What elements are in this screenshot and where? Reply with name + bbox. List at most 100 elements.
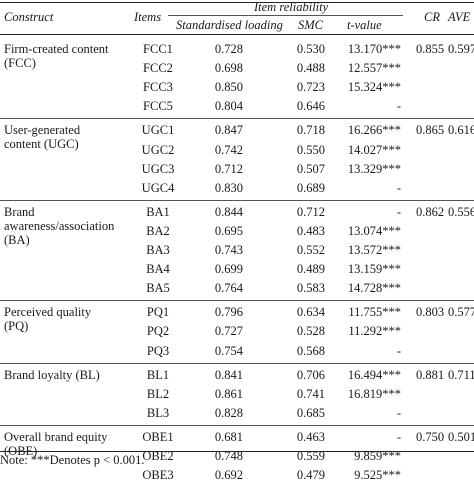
cr-value: 0.803 [415, 305, 445, 320]
t-value: - [396, 180, 401, 195]
header-cr: CR [424, 10, 440, 24]
t-value: 13.572*** [347, 243, 401, 257]
smc-value: 0.706 [296, 367, 325, 382]
item-code: BL2 [146, 386, 170, 401]
smc-value: 0.634 [296, 305, 325, 320]
t-value: 13.159*** [347, 262, 401, 277]
standardised-loading-value: 0.692 [214, 468, 243, 482]
standardised-loading-value: 0.742 [214, 142, 243, 157]
item-code: OBE2 [142, 449, 174, 463]
top-rule [0, 2, 474, 3]
ave-value: 0.577 [448, 305, 474, 320]
ave-value: 0.597 [448, 42, 474, 56]
t-value: 9.525*** [354, 468, 401, 482]
smc-value: 0.463 [296, 429, 325, 444]
t-value: 15.324*** [347, 80, 401, 95]
standardised-loading-value: 0.699 [214, 262, 243, 277]
smc-value: 0.530 [296, 42, 325, 56]
smc-value: 0.685 [296, 405, 325, 420]
smc-value: 0.550 [296, 142, 325, 157]
header-standardised-loading: Standardised loading [176, 18, 283, 32]
smc-value: 0.583 [296, 281, 325, 296]
t-value: 14.027*** [347, 142, 401, 157]
item-code: BA5 [146, 281, 170, 296]
t-value: 12.557*** [347, 61, 401, 76]
smc-value: 0.489 [296, 262, 325, 277]
construct-label: (FCC) [4, 56, 36, 70]
standardised-loading-value: 0.754 [214, 343, 243, 358]
standardised-loading-value: 0.828 [214, 405, 243, 420]
standardised-loading-value: 0.830 [214, 180, 243, 195]
smc-value: 0.528 [296, 324, 325, 339]
standardised-loading-value: 0.743 [214, 243, 243, 257]
item-code: BA3 [146, 243, 170, 257]
standardised-loading-value: 0.841 [214, 367, 243, 382]
t-value: 11.292*** [348, 324, 401, 339]
item-reliability-underline [168, 15, 403, 16]
construct-label: (OBE) [4, 443, 38, 458]
construct-label: (BA) [4, 232, 30, 247]
standardised-loading-value: 0.727 [214, 324, 243, 339]
ave-value: 0.556 [448, 204, 474, 219]
standardised-loading-value: 0.850 [214, 80, 243, 95]
item-code: FCC5 [143, 99, 173, 114]
bottom-rule [0, 451, 474, 452]
construct-label: User-generated [4, 123, 81, 138]
ave-value: 0.616 [448, 123, 474, 138]
smc-value: 0.552 [296, 243, 325, 257]
ave-value: 0.501 [448, 429, 474, 444]
smc-value: 0.479 [296, 468, 325, 482]
item-code: UGC4 [141, 180, 175, 195]
item-code: FCC2 [143, 61, 173, 76]
header-construct: Construct [4, 10, 54, 24]
t-value: - [396, 343, 401, 358]
t-value: 11.755*** [348, 305, 401, 320]
item-code: PQ1 [146, 305, 170, 320]
construct-label: awareness/association [4, 218, 115, 233]
item-code: BA1 [146, 204, 170, 219]
smc-value: 0.741 [296, 386, 325, 401]
t-value: 14.728*** [347, 281, 401, 296]
construct-label: Firm-created content [4, 42, 109, 56]
item-code: UGC3 [141, 161, 175, 176]
standardised-loading-value: 0.695 [214, 223, 243, 238]
item-code: BA4 [146, 262, 170, 277]
standardised-loading-value: 0.748 [214, 449, 243, 463]
construct-label: Perceived quality [4, 305, 92, 320]
header-bottom-rule [0, 34, 474, 35]
t-value: 9.859*** [354, 449, 401, 463]
item-code: UGC2 [141, 142, 175, 157]
group-divider [0, 199, 474, 201]
smc-value: 0.568 [296, 343, 325, 358]
standardised-loading-value: 0.796 [214, 305, 243, 320]
t-value: 16.494*** [347, 367, 401, 382]
group-divider [0, 362, 474, 364]
header-item-reliability: Item reliability [254, 0, 329, 14]
smc-value: 0.507 [296, 161, 325, 176]
cr-value: 0.750 [415, 429, 445, 444]
construct-label: Brand loyalty (BL) [4, 367, 100, 382]
group-divider [0, 300, 474, 302]
smc-value: 0.559 [296, 449, 325, 463]
construct-label: Brand [4, 204, 35, 219]
item-code: PQ3 [146, 343, 170, 358]
t-value: - [396, 99, 401, 114]
standardised-loading-value: 0.698 [214, 61, 243, 76]
smc-value: 0.646 [296, 99, 325, 114]
standardised-loading-value: 0.681 [214, 429, 243, 444]
item-code: UGC1 [141, 123, 175, 138]
standardised-loading-value: 0.712 [214, 161, 243, 176]
ave-value: 0.711 [448, 367, 474, 382]
smc-value: 0.712 [296, 204, 325, 219]
smc-value: 0.689 [296, 180, 325, 195]
cr-value: 0.855 [415, 42, 445, 56]
header-ave: AVE [448, 10, 471, 24]
construct-label: (PQ) [4, 319, 29, 334]
group-divider [0, 424, 474, 426]
standardised-loading-value: 0.844 [214, 204, 243, 219]
header-t-value: t-value [347, 18, 382, 32]
construct-label: content (UGC) [4, 137, 79, 152]
item-code: BL3 [146, 405, 170, 420]
cr-value: 0.881 [415, 367, 445, 382]
standardised-loading-value: 0.728 [214, 42, 243, 56]
